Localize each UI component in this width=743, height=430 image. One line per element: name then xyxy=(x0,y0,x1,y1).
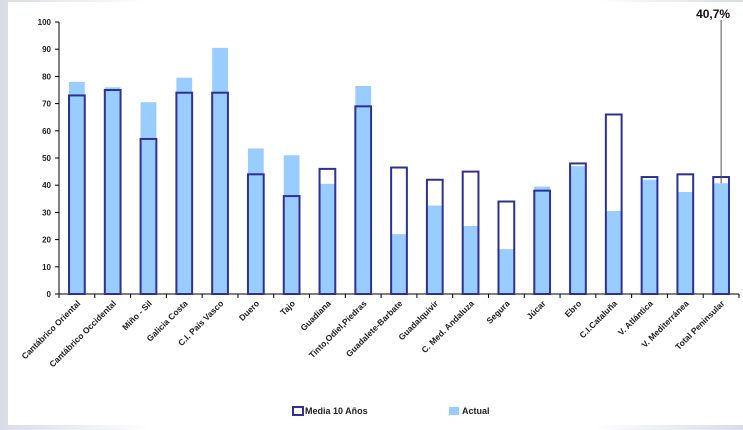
bar-actual xyxy=(355,85,372,294)
bar-media-10-anos xyxy=(282,195,301,295)
bar-actual xyxy=(69,81,85,294)
category-label: Miño - Sil xyxy=(120,298,154,332)
category-label: Cantábrico Occidental xyxy=(47,298,118,369)
bar-media-10-anos xyxy=(68,94,86,295)
annotation: 40,7% xyxy=(696,7,730,184)
y-tick-label: 20 xyxy=(42,236,51,245)
bars xyxy=(68,47,730,296)
bar-media-10-anos xyxy=(103,89,122,295)
bar-media-10-anos xyxy=(318,167,337,296)
y-tick-label: 100 xyxy=(38,18,52,27)
bar-media-10-anos xyxy=(390,166,408,296)
bar-actual xyxy=(641,179,658,294)
legend-label-actual: Actual xyxy=(462,406,490,416)
legend-swatch-media xyxy=(292,406,304,416)
category-label: Duero xyxy=(237,298,261,322)
bar-actual xyxy=(713,183,729,294)
bar-media-10-anos xyxy=(569,162,587,295)
bar-media-10-anos xyxy=(139,137,158,295)
bar-actual xyxy=(462,226,479,294)
y-tick-label: 90 xyxy=(42,45,51,54)
bar-media-10-anos xyxy=(533,189,552,295)
bar-media-10-anos xyxy=(175,91,194,295)
category-label: Tajo xyxy=(278,298,297,317)
bar-actual xyxy=(140,102,157,295)
bar-actual xyxy=(677,192,694,294)
category-label: Cantábrico Oriental xyxy=(19,298,82,361)
bar-actual xyxy=(247,148,264,294)
axes: 0 10 20 30 40 50 60 70 80 90 100 xyxy=(38,18,740,299)
y-tick-label: 30 xyxy=(42,208,51,217)
bar-media-10-anos xyxy=(604,113,623,296)
bar-actual xyxy=(176,77,193,294)
bar-actual xyxy=(104,87,121,294)
category-label: Júcar xyxy=(524,298,548,322)
bar-media-10-anos xyxy=(354,105,373,295)
bar-media-10-anos xyxy=(497,200,516,296)
bar-actual xyxy=(391,234,407,294)
bar-media-10-anos xyxy=(640,176,659,295)
bar-media-10-anos xyxy=(676,173,695,296)
bar-actual xyxy=(283,155,300,294)
bar-actual xyxy=(426,205,443,294)
y-tick-label: 50 xyxy=(42,154,51,163)
bar-chart: 0 10 20 30 40 50 60 70 80 90 100 Cantábrico Orient… xyxy=(19,7,740,416)
annotation-label: 40,7% xyxy=(696,7,730,21)
bar-media-10-anos xyxy=(246,173,265,296)
y-tick-label: 80 xyxy=(42,72,51,81)
y-tick-label: 70 xyxy=(42,100,51,109)
y-tick-label: 40 xyxy=(42,181,51,190)
bar-media-10-anos xyxy=(425,178,444,295)
bar-actual xyxy=(534,186,551,294)
y-tick-label: 0 xyxy=(47,290,52,299)
bar-actual xyxy=(605,211,622,294)
legend: Media 10 Años Actual xyxy=(292,406,490,416)
bar-actual xyxy=(498,249,515,294)
y-tick-label: 60 xyxy=(42,127,51,136)
legend-label-media: Media 10 Años xyxy=(305,406,368,416)
bar-actual xyxy=(319,183,336,294)
bar-media-10-anos xyxy=(211,91,229,295)
bar-media-10-anos xyxy=(461,170,480,296)
category-label: Segura xyxy=(484,298,512,326)
category-label: C.I.Cataluña xyxy=(577,298,619,340)
legend-swatch-actual xyxy=(449,407,459,415)
category-label: Guadiana xyxy=(298,298,333,333)
bar-actual xyxy=(570,166,586,294)
y-tick-label: 10 xyxy=(42,263,51,272)
bar-actual xyxy=(212,47,228,295)
chart-container: 0 10 20 30 40 50 60 70 80 90 100 Cantábrico Orient… xyxy=(8,2,743,425)
category-label: Ebro xyxy=(563,298,584,319)
